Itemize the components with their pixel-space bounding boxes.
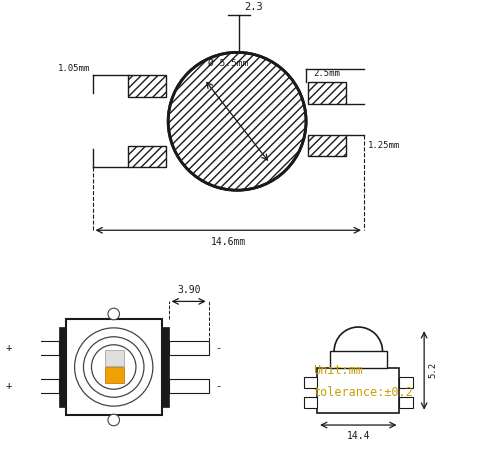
Bar (317, 368, 399, 413)
Bar (399, 397, 412, 408)
Text: 5.2: 5.2 (428, 362, 437, 379)
Bar (59, 327, 66, 407)
Bar (19, 379, 59, 393)
Text: -: - (215, 343, 221, 353)
Bar (308, 135, 345, 157)
Text: Ø 5.5mm: Ø 5.5mm (208, 59, 248, 68)
Text: +: + (6, 380, 12, 390)
Bar (105, 350, 124, 366)
Bar (128, 75, 166, 97)
Bar (308, 82, 345, 104)
Circle shape (168, 52, 306, 190)
Bar (399, 377, 412, 388)
Text: 14.6mm: 14.6mm (210, 237, 245, 247)
Bar (105, 367, 124, 383)
Text: -: - (215, 380, 221, 390)
Text: Unit:mm: Unit:mm (312, 364, 362, 377)
Text: tolerance:±0.2: tolerance:±0.2 (312, 386, 412, 399)
Text: 2.3: 2.3 (243, 2, 262, 12)
Text: 1.05mm: 1.05mm (58, 64, 90, 73)
Text: 2.5mm: 2.5mm (313, 69, 340, 78)
Bar (66, 319, 161, 415)
Bar (303, 377, 317, 388)
Bar (329, 351, 386, 368)
Text: 1.25mm: 1.25mm (368, 141, 400, 150)
Circle shape (108, 414, 119, 426)
Text: +: + (6, 343, 12, 353)
Text: 14.4: 14.4 (346, 431, 369, 441)
Bar (19, 341, 59, 355)
Bar (128, 146, 166, 167)
Bar (168, 379, 208, 393)
Bar (168, 341, 208, 355)
Bar (303, 397, 317, 408)
Bar (161, 327, 168, 407)
Circle shape (108, 308, 119, 320)
Text: 3.90: 3.90 (176, 285, 200, 295)
